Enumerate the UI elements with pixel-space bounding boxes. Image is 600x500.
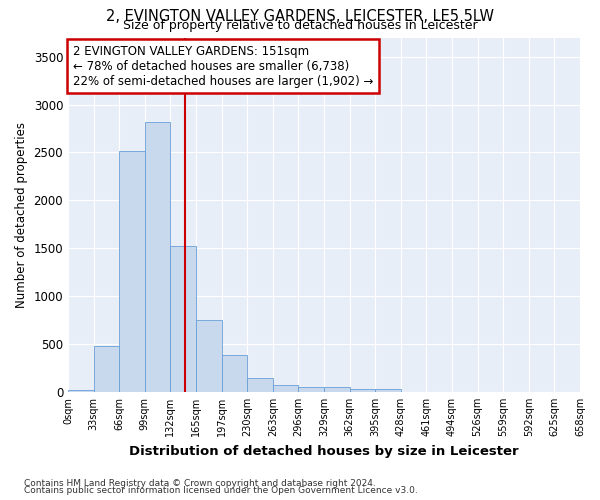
Bar [350,389,375,392]
Text: Size of property relative to detached houses in Leicester: Size of property relative to detached ho… [122,18,478,32]
Bar [273,385,298,392]
Bar [68,390,94,392]
Bar [119,152,145,392]
Bar [324,386,350,392]
Bar [170,246,196,392]
Text: 2, EVINGTON VALLEY GARDENS, LEICESTER, LE5 5LW: 2, EVINGTON VALLEY GARDENS, LEICESTER, L… [106,9,494,24]
Text: 2 EVINGTON VALLEY GARDENS: 151sqm
← 78% of detached houses are smaller (6,738)
2: 2 EVINGTON VALLEY GARDENS: 151sqm ← 78% … [73,44,374,88]
Bar [375,389,401,392]
Bar [247,378,273,392]
Text: Contains public sector information licensed under the Open Government Licence v3: Contains public sector information licen… [24,486,418,495]
X-axis label: Distribution of detached houses by size in Leicester: Distribution of detached houses by size … [129,444,519,458]
Bar [221,355,247,392]
Bar [145,122,170,392]
Bar [94,346,119,392]
Y-axis label: Number of detached properties: Number of detached properties [15,122,28,308]
Text: Contains HM Land Registry data © Crown copyright and database right 2024.: Contains HM Land Registry data © Crown c… [24,478,376,488]
Bar [196,320,221,392]
Bar [298,387,324,392]
